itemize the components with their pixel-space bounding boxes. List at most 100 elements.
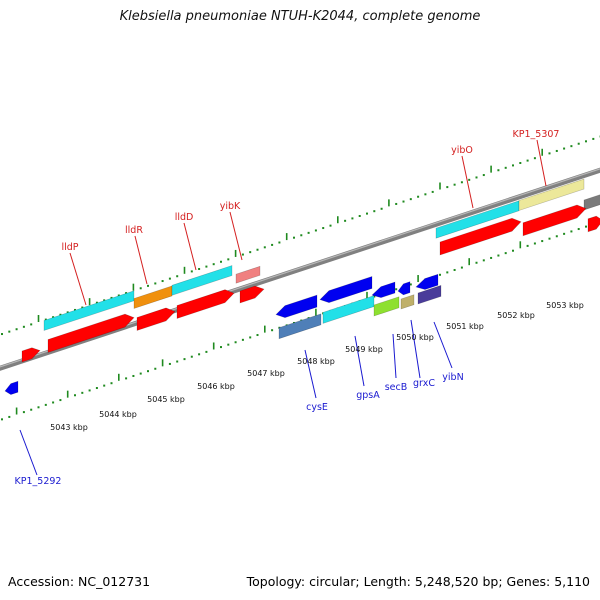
minor-tick [417, 195, 420, 198]
minor-tick [44, 403, 47, 406]
minor-tick [366, 212, 368, 215]
minor-tick [176, 360, 179, 363]
lower-gene-label: cysE [306, 402, 328, 413]
minor-tick [307, 231, 310, 234]
accession-text: Accession: NC_012731 [8, 574, 151, 589]
minor-tick [183, 358, 186, 361]
cds-arrow [176, 289, 235, 319]
minor-tick [526, 244, 529, 247]
minor-tick [220, 346, 222, 349]
lldD-leader [183, 222, 197, 271]
tick-marks [1, 135, 600, 421]
gpsA-leader [354, 335, 365, 387]
minor-tick [95, 301, 98, 304]
minor-tick [81, 306, 84, 309]
cds-arrow [587, 215, 600, 233]
minor-tick [592, 137, 595, 140]
minor-tick [139, 287, 142, 290]
cysE-leader [304, 349, 317, 399]
cds-arrow [21, 347, 41, 363]
minor-tick [424, 193, 427, 196]
minor-tick [314, 229, 317, 232]
minor-tick [271, 243, 274, 246]
minor-tick [205, 350, 208, 353]
label-leader-lines [19, 139, 547, 476]
minor-tick [402, 200, 405, 203]
minor-tick [475, 176, 478, 179]
minor-tick [373, 295, 376, 298]
minor-tick [95, 387, 98, 390]
minor-tick [271, 329, 274, 332]
minor-tick [161, 280, 164, 283]
minor-tick [132, 374, 135, 377]
minor-tick [205, 265, 208, 268]
yibK-feature [235, 265, 261, 284]
minor-tick [139, 372, 142, 375]
minor-tick [453, 268, 456, 271]
minor-tick [59, 399, 62, 402]
lower-gene-label: secB [385, 382, 408, 393]
minor-tick [220, 260, 222, 263]
minor-tick [533, 157, 536, 160]
minor-tick [468, 178, 471, 181]
minor-tick [117, 294, 120, 297]
minor-tick [322, 227, 325, 230]
lower-gene-label: gpsA [356, 390, 380, 401]
scale-labels: 5043 kbp 5044 kbp 5045 kbp 5046 kbp 5047 kbp… [50, 301, 584, 432]
cds-arrow [439, 217, 522, 256]
minor-tick [37, 406, 40, 409]
genome-backbone [0, 167, 600, 371]
minor-tick [300, 234, 303, 237]
minor-tick [373, 210, 376, 213]
minor-tick [81, 391, 84, 394]
backbone-line [0, 167, 600, 371]
minor-tick [110, 382, 113, 385]
minor-tick [74, 394, 76, 397]
minor-tick [431, 190, 434, 193]
upper-gene-label: lldP [61, 242, 78, 253]
minor-tick [519, 162, 522, 165]
scale-label: 5051 kbp [446, 322, 484, 331]
minor-tick [482, 259, 485, 262]
minor-tick [512, 164, 514, 167]
minor-tick [241, 338, 244, 341]
cds-arrow [275, 294, 318, 318]
minor-tick [497, 169, 500, 172]
cds-arrow [397, 281, 411, 296]
minor-tick [74, 308, 76, 311]
minor-tick [15, 328, 18, 331]
minor-tick [541, 240, 544, 243]
minor-tick [439, 273, 441, 276]
minor-tick [147, 370, 149, 373]
minor-tick [585, 140, 587, 143]
minor-tick [30, 323, 33, 326]
lldR-leader [134, 235, 148, 285]
lldR-feature [133, 285, 173, 309]
minor-tick [395, 202, 398, 205]
minor-tick [446, 271, 449, 274]
minor-tick [460, 181, 463, 184]
gene-labels: lldP lldR lldD yibK yibO KP1_5307 KP1_5292 cysE… [15, 129, 560, 487]
minor-tick [453, 183, 456, 186]
upper-gene-label: yibK [220, 201, 241, 212]
minor-tick [563, 232, 566, 235]
minor-tick [256, 248, 259, 251]
minor-tick [44, 318, 47, 321]
minor-tick [154, 367, 157, 370]
KP1_5307-feature [518, 178, 585, 211]
upper-gene-label: lldR [125, 225, 143, 236]
minor-tick [103, 384, 106, 387]
upper-gene-label: KP1_5307 [513, 129, 560, 140]
lower-gene-label: grxC [413, 378, 435, 389]
yibO-leader [461, 155, 474, 209]
minor-tick [125, 377, 128, 380]
minor-tick [577, 142, 580, 145]
minor-tick [59, 313, 62, 316]
lldP-leader [69, 252, 87, 306]
gene-features[interactable] [4, 178, 600, 395]
cds-arrow [319, 276, 373, 303]
minor-tick [227, 343, 230, 346]
cysE-feature [278, 313, 322, 340]
scale-label: 5053 kbp [546, 301, 584, 310]
